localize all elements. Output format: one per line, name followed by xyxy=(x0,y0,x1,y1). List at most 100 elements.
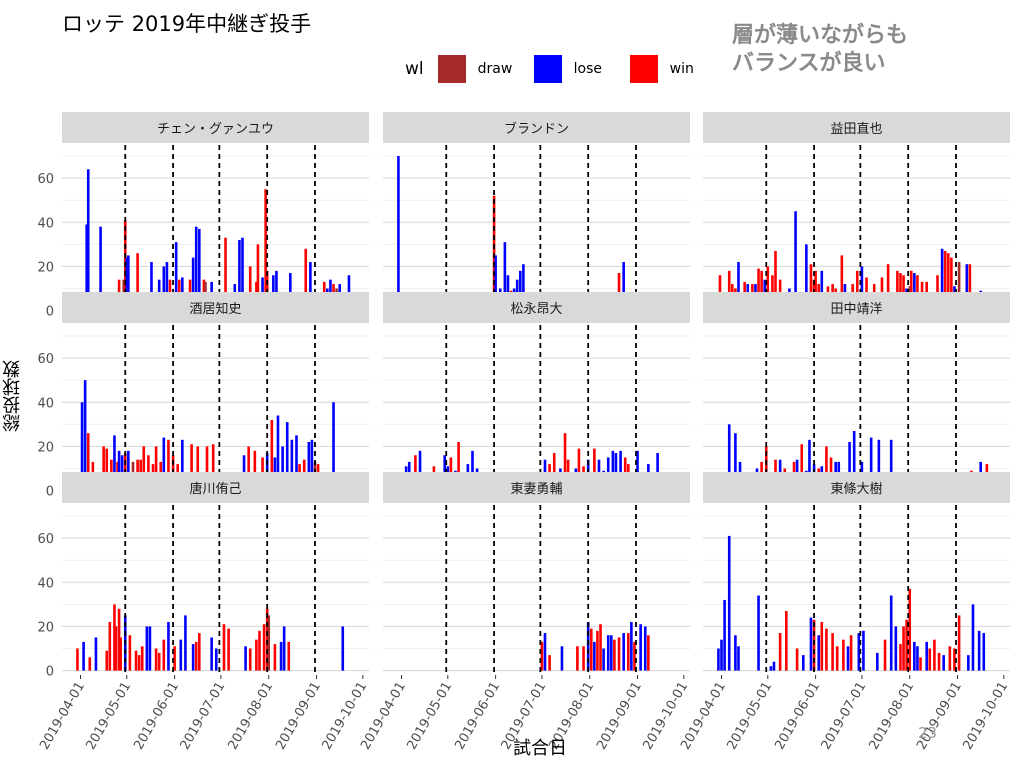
bar-win xyxy=(102,446,105,491)
bar-lose xyxy=(522,264,525,311)
bar-win xyxy=(766,266,770,311)
panel-strip xyxy=(703,112,1010,143)
bar-lose xyxy=(808,439,811,491)
panel-strip xyxy=(383,292,690,323)
bar-win xyxy=(825,446,828,491)
bar-win xyxy=(248,648,252,671)
panel-strip xyxy=(62,112,369,143)
bar-win xyxy=(162,639,166,671)
bar-lose xyxy=(494,255,497,311)
panel-title: チェン・グァンユウ xyxy=(157,122,274,137)
bar-win xyxy=(190,444,193,491)
bar-win xyxy=(933,639,936,671)
bar-win xyxy=(582,646,585,671)
bar-win xyxy=(157,652,161,671)
bar-lose xyxy=(977,630,981,671)
bar-win xyxy=(577,448,581,491)
bar-win xyxy=(76,648,79,671)
y-tick-label: 0 xyxy=(46,485,54,500)
bar-lose xyxy=(862,630,865,671)
bar-win xyxy=(812,619,816,671)
legend-swatch-draw xyxy=(437,55,466,83)
bar-lose xyxy=(162,266,166,311)
bar-win xyxy=(849,635,853,671)
bar-lose xyxy=(971,604,975,671)
x-axis-title: 試合日 xyxy=(513,738,567,759)
bar-win xyxy=(540,641,544,671)
bar-win xyxy=(943,250,947,311)
bar-win xyxy=(304,248,308,311)
bar-lose xyxy=(332,402,335,491)
bar-win xyxy=(224,237,227,311)
bar-win xyxy=(919,657,922,671)
bar-win xyxy=(835,646,839,671)
bar-win xyxy=(211,444,215,491)
bar-win xyxy=(937,652,941,671)
bar-lose xyxy=(639,624,642,671)
bar-win xyxy=(167,439,170,491)
bar-win xyxy=(902,626,905,671)
bar-win xyxy=(154,648,158,671)
y-tick-label: 20 xyxy=(37,620,54,635)
panel-strip xyxy=(703,472,1010,503)
bar-win xyxy=(800,444,804,491)
bar-win xyxy=(599,624,602,671)
panel-strip xyxy=(62,472,369,503)
bar-lose xyxy=(307,442,311,491)
panel-title: 田中靖洋 xyxy=(830,302,882,317)
bar-win xyxy=(287,641,291,671)
bar-win xyxy=(778,633,782,671)
bar-lose xyxy=(602,648,605,671)
legend-label-win: win xyxy=(669,61,694,77)
bar-lose xyxy=(281,446,284,491)
bar-lose xyxy=(809,617,813,671)
bar-lose xyxy=(794,211,797,311)
bar-lose xyxy=(772,661,776,671)
bar-lose xyxy=(619,450,622,491)
bar-win xyxy=(113,604,116,671)
bar-win xyxy=(196,446,200,491)
bar-lose xyxy=(656,453,659,491)
bar-win xyxy=(194,641,198,671)
bar-lose xyxy=(925,641,928,671)
bar-lose xyxy=(848,442,851,491)
bar-lose xyxy=(127,450,130,491)
panel-strip xyxy=(703,292,1010,323)
bar-win xyxy=(128,635,132,671)
bar-win xyxy=(909,270,913,311)
bar-lose xyxy=(86,169,90,311)
bar-lose xyxy=(857,633,861,671)
bar-lose xyxy=(913,641,916,671)
bar-win xyxy=(142,446,146,491)
bar-win xyxy=(227,628,230,671)
bar-lose xyxy=(167,622,170,671)
bar-lose xyxy=(310,439,314,491)
bar-lose xyxy=(99,226,102,311)
bar-lose xyxy=(630,622,633,671)
page-number: 23 xyxy=(918,724,938,742)
bar-win xyxy=(896,270,899,311)
slide-title: ロッテ 2019年中継ぎ投手 xyxy=(62,12,312,36)
bar-lose xyxy=(757,595,760,671)
panel-title: 東妻勇輔 xyxy=(510,481,562,497)
bar-lose xyxy=(877,439,881,491)
bar-lose xyxy=(727,424,731,491)
bar-lose xyxy=(282,626,286,671)
bar-win xyxy=(840,255,844,311)
bar-lose xyxy=(717,648,720,671)
bar-lose xyxy=(238,239,241,311)
chart-legend: wl draw lose win xyxy=(405,54,726,84)
bar-win xyxy=(262,624,266,671)
bar-win xyxy=(886,264,890,311)
y-tick-label: 20 xyxy=(37,440,54,455)
bar-win xyxy=(563,433,567,491)
bar-lose xyxy=(85,224,88,311)
bar-lose xyxy=(174,242,178,311)
bar-lose xyxy=(846,646,850,671)
bar-win xyxy=(273,644,277,671)
bar-lose xyxy=(543,633,547,671)
bar-lose xyxy=(82,641,85,671)
bar-lose xyxy=(162,437,166,491)
bar-lose xyxy=(241,237,244,311)
bar-win xyxy=(647,635,650,671)
